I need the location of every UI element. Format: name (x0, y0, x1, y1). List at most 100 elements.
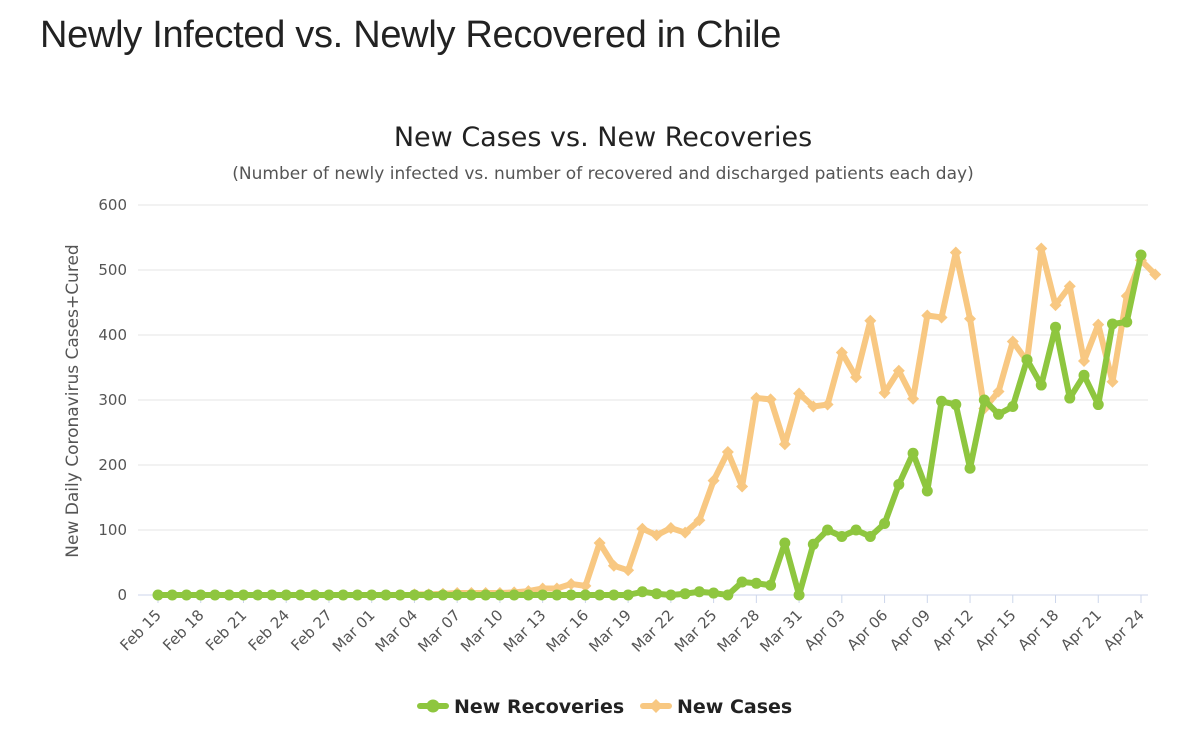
data-point[interactable] (593, 537, 606, 549)
data-point[interactable] (1149, 268, 1162, 281)
data-point[interactable] (993, 408, 1005, 420)
data-point[interactable] (835, 346, 848, 359)
data-point[interactable] (822, 524, 834, 536)
data-point[interactable] (793, 589, 805, 601)
data-point[interactable] (408, 589, 420, 601)
data-point[interactable] (665, 589, 677, 601)
data-point[interactable] (679, 588, 691, 600)
data-point[interactable] (893, 479, 905, 490)
data-point[interactable] (579, 579, 592, 592)
data-point[interactable] (152, 589, 164, 601)
data-point[interactable] (778, 438, 791, 451)
data-point[interactable] (1121, 316, 1133, 328)
data-point[interactable] (921, 309, 934, 322)
data-point[interactable] (807, 538, 819, 550)
data-point[interactable] (1049, 299, 1062, 312)
data-point[interactable] (266, 589, 278, 601)
data-point[interactable] (636, 522, 649, 535)
data-point[interactable] (921, 485, 933, 497)
legend-item-new-cases[interactable]: New Cases (640, 696, 792, 718)
data-point[interactable] (950, 399, 962, 411)
data-point[interactable] (850, 371, 863, 384)
data-point[interactable] (209, 589, 221, 601)
data-point[interactable] (451, 589, 463, 601)
data-point[interactable] (351, 589, 363, 601)
data-point[interactable] (736, 480, 749, 493)
data-point[interactable] (494, 589, 506, 601)
data-point[interactable] (508, 589, 520, 601)
data-point[interactable] (722, 589, 734, 601)
data-point[interactable] (551, 589, 563, 601)
data-point[interactable] (807, 400, 820, 413)
data-point[interactable] (280, 589, 292, 601)
data-point[interactable] (394, 589, 406, 601)
data-point[interactable] (964, 462, 976, 474)
data-point[interactable] (636, 586, 648, 598)
data-point[interactable] (964, 312, 977, 325)
data-point[interactable] (1107, 318, 1119, 330)
data-point[interactable] (579, 589, 591, 601)
data-point[interactable] (237, 589, 249, 601)
data-point[interactable] (1135, 249, 1147, 261)
data-point[interactable] (907, 447, 919, 459)
data-point[interactable] (480, 589, 492, 601)
data-point[interactable] (707, 474, 720, 487)
data-point[interactable] (864, 314, 877, 327)
data-point[interactable] (992, 385, 1005, 398)
data-point[interactable] (166, 589, 178, 601)
data-point[interactable] (622, 589, 634, 601)
data-point[interactable] (878, 386, 891, 399)
data-point[interactable] (779, 537, 791, 549)
data-point[interactable] (892, 364, 905, 377)
data-point[interactable] (1078, 369, 1090, 381)
data-point[interactable] (1035, 242, 1048, 255)
data-point[interactable] (180, 589, 192, 601)
data-point[interactable] (693, 586, 705, 598)
data-point[interactable] (565, 589, 577, 601)
data-point[interactable] (736, 576, 748, 588)
data-point[interactable] (764, 393, 777, 406)
data-point[interactable] (1092, 318, 1105, 331)
data-point[interactable] (935, 311, 948, 324)
data-point[interactable] (565, 577, 578, 590)
data-point[interactable] (252, 589, 264, 601)
data-point[interactable] (864, 531, 876, 542)
data-point[interactable] (294, 589, 306, 601)
data-point[interactable] (664, 522, 677, 535)
data-point[interactable] (907, 392, 920, 405)
data-point[interactable] (423, 589, 435, 601)
data-point[interactable] (608, 589, 620, 601)
data-point[interactable] (750, 577, 762, 589)
data-point[interactable] (1050, 321, 1062, 333)
data-point[interactable] (1092, 399, 1104, 411)
data-point[interactable] (437, 589, 449, 601)
data-point[interactable] (936, 395, 948, 407)
data-point[interactable] (708, 587, 720, 599)
data-point[interactable] (1063, 280, 1076, 293)
data-point[interactable] (949, 246, 962, 259)
data-point[interactable] (650, 529, 663, 542)
data-point[interactable] (679, 526, 692, 539)
legend-item-new-recoveries[interactable]: New Recoveries (417, 696, 624, 718)
data-point[interactable] (879, 518, 891, 529)
data-point[interactable] (978, 394, 990, 406)
data-point[interactable] (1006, 335, 1019, 348)
data-point[interactable] (607, 559, 620, 572)
data-point[interactable] (622, 564, 635, 577)
data-point[interactable] (594, 589, 606, 601)
data-point[interactable] (836, 531, 848, 542)
data-point[interactable] (765, 579, 777, 591)
data-point[interactable] (693, 514, 706, 527)
data-point[interactable] (750, 392, 763, 405)
data-point[interactable] (537, 589, 549, 601)
data-point[interactable] (1035, 379, 1047, 391)
data-point[interactable] (850, 524, 862, 536)
data-point[interactable] (1064, 392, 1076, 404)
data-point[interactable] (651, 588, 663, 600)
data-point[interactable] (522, 589, 534, 601)
data-point[interactable] (1106, 375, 1119, 388)
data-point[interactable] (195, 589, 207, 601)
data-point[interactable] (821, 398, 834, 411)
data-point[interactable] (793, 387, 806, 400)
data-point[interactable] (366, 589, 378, 601)
